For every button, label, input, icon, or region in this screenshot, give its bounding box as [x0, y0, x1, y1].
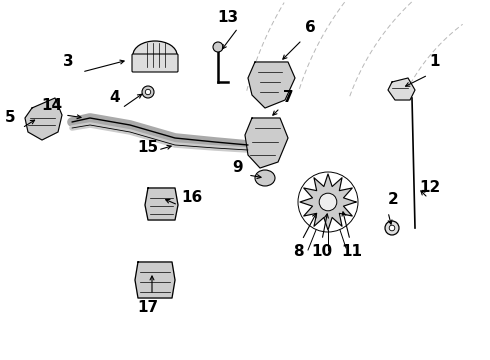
Polygon shape: [135, 262, 175, 298]
Text: 15: 15: [137, 140, 159, 156]
Circle shape: [385, 221, 399, 235]
Polygon shape: [388, 78, 415, 100]
Circle shape: [389, 225, 395, 231]
Text: 12: 12: [419, 180, 441, 195]
Text: 8: 8: [293, 244, 303, 260]
Text: 14: 14: [42, 98, 63, 112]
Text: 3: 3: [63, 54, 74, 69]
Text: 11: 11: [342, 244, 363, 260]
Polygon shape: [245, 118, 288, 168]
Text: 9: 9: [233, 161, 244, 175]
Circle shape: [319, 193, 337, 211]
Text: 13: 13: [218, 10, 239, 26]
Ellipse shape: [255, 170, 275, 186]
FancyBboxPatch shape: [132, 54, 178, 72]
Ellipse shape: [133, 41, 177, 69]
Polygon shape: [300, 174, 356, 230]
Text: 6: 6: [305, 21, 316, 36]
Circle shape: [146, 89, 151, 95]
Polygon shape: [248, 62, 295, 108]
Text: 10: 10: [312, 244, 333, 260]
Text: 4: 4: [110, 90, 121, 105]
Circle shape: [142, 86, 154, 98]
Text: 17: 17: [137, 301, 159, 315]
Text: 5: 5: [5, 111, 15, 126]
Circle shape: [213, 42, 223, 52]
Text: 7: 7: [283, 90, 294, 105]
Polygon shape: [145, 188, 178, 220]
Text: 1: 1: [430, 54, 440, 69]
Text: 2: 2: [388, 193, 398, 207]
Text: 16: 16: [181, 190, 203, 206]
Polygon shape: [25, 98, 62, 140]
